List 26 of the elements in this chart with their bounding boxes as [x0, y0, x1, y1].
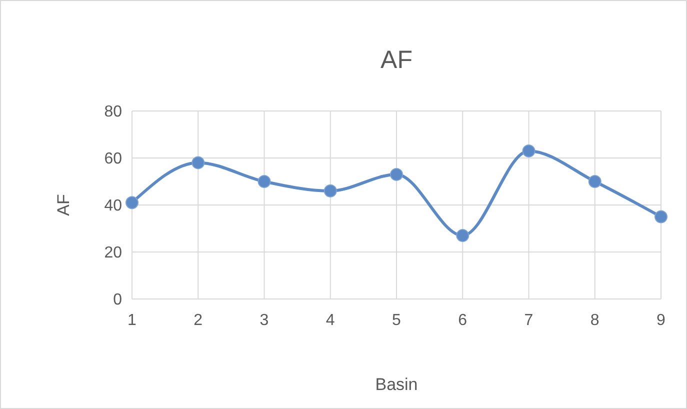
- y-tick-label: 40: [104, 198, 122, 215]
- x-tick-label: 3: [260, 312, 269, 329]
- x-tick-label: 9: [656, 312, 666, 329]
- point: [126, 196, 138, 210]
- x-tick-label: 8: [590, 312, 600, 329]
- x-tick-label: 5: [392, 312, 402, 329]
- point: [654, 210, 668, 224]
- y-tick-label: 20: [104, 244, 122, 262]
- point: [258, 175, 271, 188]
- x-tick-label: 4: [326, 312, 335, 329]
- x-tick-label: 1: [128, 312, 137, 329]
- x-tick-label: 6: [458, 312, 468, 329]
- x-tick-label: 7: [524, 312, 534, 329]
- point: [588, 175, 602, 188]
- y-tick-label: 60: [104, 150, 122, 168]
- point: [390, 168, 403, 181]
- point: [522, 144, 536, 158]
- y-axis-title: AF: [54, 194, 73, 216]
- y-tick-label: 80: [104, 104, 122, 121]
- chart-title: AF: [380, 46, 412, 74]
- point: [324, 184, 337, 198]
- y-tick-label: 0: [113, 292, 122, 309]
- x-tick-label: 2: [194, 312, 203, 329]
- point: [456, 229, 470, 242]
- x-axis-title: Basin: [375, 375, 418, 394]
- point: [192, 156, 205, 170]
